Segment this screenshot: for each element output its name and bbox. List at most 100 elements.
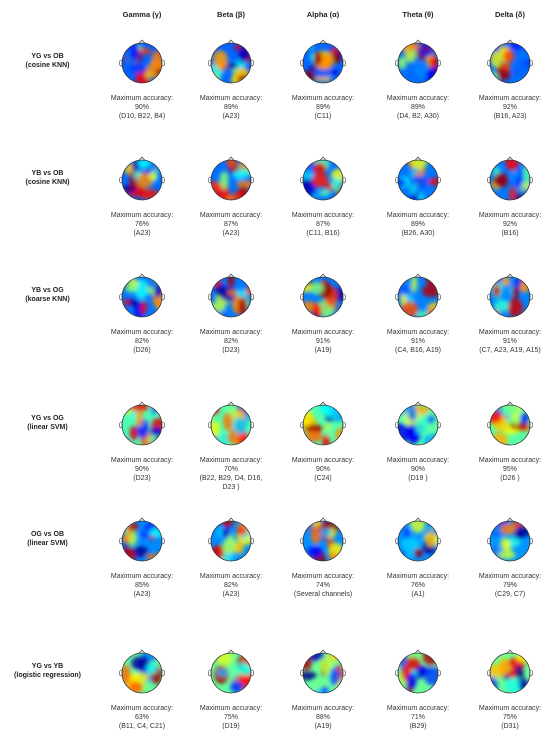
- accuracy-caption-r3-c1: Maximum accuracy: 70% (B22, B29, D4, D16, D…: [181, 456, 281, 492]
- accuracy-caption-r4-c4: Maximum accuracy: 79% (C29, C7): [460, 572, 550, 599]
- accuracy-caption-r5-c1: Maximum accuracy: 75% (D19): [181, 704, 281, 731]
- accuracy-label: Maximum accuracy:: [478, 212, 542, 219]
- column-header-0: Gamma (γ): [122, 10, 162, 19]
- topo-map-r0-c2: [300, 39, 346, 84]
- column-header-2: Alpha (α): [306, 10, 340, 19]
- accuracy-label: Maximum accuracy:: [386, 457, 450, 464]
- accuracy-caption-r2-c0: Maximum accuracy: 82% (D26): [92, 328, 192, 355]
- row-header-5: YG vs YB (logistic regression): [0, 662, 95, 680]
- accuracy-value: 85%: [134, 582, 149, 589]
- row-title: YB vs OB: [31, 170, 64, 177]
- row-header-1: YB vs OB (cosine KNN): [0, 169, 95, 187]
- channel-list: (C11, B16): [306, 230, 340, 237]
- accuracy-caption-r3-c3: Maximum accuracy: 90% (D19 ): [368, 456, 468, 483]
- topo-map-r1-c0: [119, 156, 165, 201]
- accuracy-label: Maximum accuracy:: [110, 457, 174, 464]
- channel-list: (D23): [133, 475, 151, 482]
- row-header-2: YB vs OG (koarse KNN): [0, 286, 95, 304]
- topo-map-r3-c0: [119, 401, 165, 446]
- accuracy-value: 91%: [315, 338, 330, 345]
- accuracy-caption-r0-c0: Maximum accuracy: 90% (D10, B22, B4): [92, 94, 192, 121]
- topo-map-r2-c2: [300, 273, 346, 318]
- channel-list: (B26, A30): [401, 230, 435, 237]
- accuracy-caption-r2-c2: Maximum accuracy: 91% (A19): [273, 328, 373, 355]
- topo-map-r2-c1: [208, 273, 254, 318]
- topo-map-r3-c3: [395, 401, 441, 446]
- topo-map-r1-c1: [208, 156, 254, 201]
- accuracy-label: Maximum accuracy:: [199, 705, 263, 712]
- accuracy-label: Maximum accuracy:: [110, 329, 174, 336]
- channel-list: (B22, B29, D4, D16,: [199, 475, 263, 482]
- accuracy-caption-r3-c2: Maximum accuracy: 90% (C24): [273, 456, 373, 483]
- accuracy-label: Maximum accuracy:: [110, 212, 174, 219]
- accuracy-label: Maximum accuracy:: [291, 212, 355, 219]
- accuracy-value: 82%: [134, 338, 149, 345]
- channel-list: (B16, A23): [493, 113, 527, 120]
- channel-list: (D19): [222, 723, 240, 730]
- channel-list: (A23): [133, 591, 151, 598]
- accuracy-value: 71%: [410, 714, 425, 721]
- accuracy-caption-r2-c1: Maximum accuracy: 82% (D23): [181, 328, 281, 355]
- accuracy-value: 82%: [223, 338, 238, 345]
- column-header-1: Beta (β): [217, 10, 245, 19]
- accuracy-label: Maximum accuracy:: [110, 705, 174, 712]
- topo-map-r4-c3: [395, 517, 441, 562]
- accuracy-value: 88%: [315, 714, 330, 721]
- topo-map-r5-c0: [119, 649, 165, 694]
- topo-map-r5-c3: [395, 649, 441, 694]
- channel-list: (A1): [411, 591, 425, 598]
- channel-list: (D4, B2, A30): [396, 113, 440, 120]
- channel-list: (A19): [314, 347, 332, 354]
- channel-list: (B16): [501, 230, 519, 237]
- accuracy-value: 74%: [315, 582, 330, 589]
- accuracy-label: Maximum accuracy:: [478, 95, 542, 102]
- accuracy-label: Maximum accuracy:: [291, 573, 355, 580]
- accuracy-caption-r2-c3: Maximum accuracy: 91% (C4, B16, A19): [368, 328, 468, 355]
- channel-list: (D19 ): [408, 475, 428, 482]
- accuracy-caption-r0-c3: Maximum accuracy: 89% (D4, B2, A30): [368, 94, 468, 121]
- row-method: (linear SVM): [27, 540, 68, 547]
- accuracy-label: Maximum accuracy:: [386, 95, 450, 102]
- row-method: (koarse KNN): [25, 296, 70, 303]
- accuracy-caption-r1-c0: Maximum accuracy: 76% (A23): [92, 211, 192, 238]
- accuracy-value: 75%: [223, 714, 238, 721]
- row-title: OG vs OB: [30, 531, 65, 538]
- topo-map-r2-c0: [119, 273, 165, 318]
- accuracy-caption-r5-c2: Maximum accuracy: 88% (A19): [273, 704, 373, 731]
- accuracy-label: Maximum accuracy:: [110, 95, 174, 102]
- topo-map-r4-c0: [119, 517, 165, 562]
- accuracy-label: Maximum accuracy:: [478, 457, 542, 464]
- accuracy-caption-r1-c1: Maximum accuracy: 87% (A23): [181, 211, 281, 238]
- channel-list: (D23): [222, 347, 240, 354]
- accuracy-caption-r4-c3: Maximum accuracy: 76% (A1): [368, 572, 468, 599]
- accuracy-caption-r4-c0: Maximum accuracy: 85% (A23): [92, 572, 192, 599]
- accuracy-value: 63%: [134, 714, 149, 721]
- row-header-4: OG vs OB (linear SVM): [0, 530, 95, 548]
- accuracy-value: 76%: [410, 582, 425, 589]
- topo-map-r3-c4: [487, 401, 533, 446]
- topo-map-r4-c4: [487, 517, 533, 562]
- column-header-4: Delta (δ): [495, 10, 525, 19]
- topo-map-r2-c4: [487, 273, 533, 318]
- topo-map-r0-c0: [119, 39, 165, 84]
- row-title: YG vs OB: [31, 53, 64, 60]
- channel-list: (C24): [314, 475, 332, 482]
- topo-map-r1-c3: [395, 156, 441, 201]
- accuracy-value: 90%: [410, 466, 425, 473]
- accuracy-value: 76%: [134, 221, 149, 228]
- accuracy-value: 91%: [502, 338, 517, 345]
- accuracy-value: 75%: [502, 714, 517, 721]
- channel-list: (A23): [222, 113, 240, 120]
- row-title: YG vs OG: [31, 415, 64, 422]
- accuracy-value: 90%: [315, 466, 330, 473]
- channel-list: (C29, C7): [494, 591, 526, 598]
- topo-map-r0-c1: [208, 39, 254, 84]
- accuracy-label: Maximum accuracy:: [386, 212, 450, 219]
- channel-list: (C4, B16, A19): [395, 347, 441, 354]
- topo-map-r4-c1: [208, 517, 254, 562]
- accuracy-label: Maximum accuracy:: [199, 329, 263, 336]
- accuracy-caption-r5-c0: Maximum accuracy: 63% (B11, C4, C21): [92, 704, 192, 731]
- row-method: (cosine KNN): [25, 179, 70, 186]
- row-method: (linear SVM): [27, 424, 68, 431]
- channel-list: (C11): [314, 113, 332, 120]
